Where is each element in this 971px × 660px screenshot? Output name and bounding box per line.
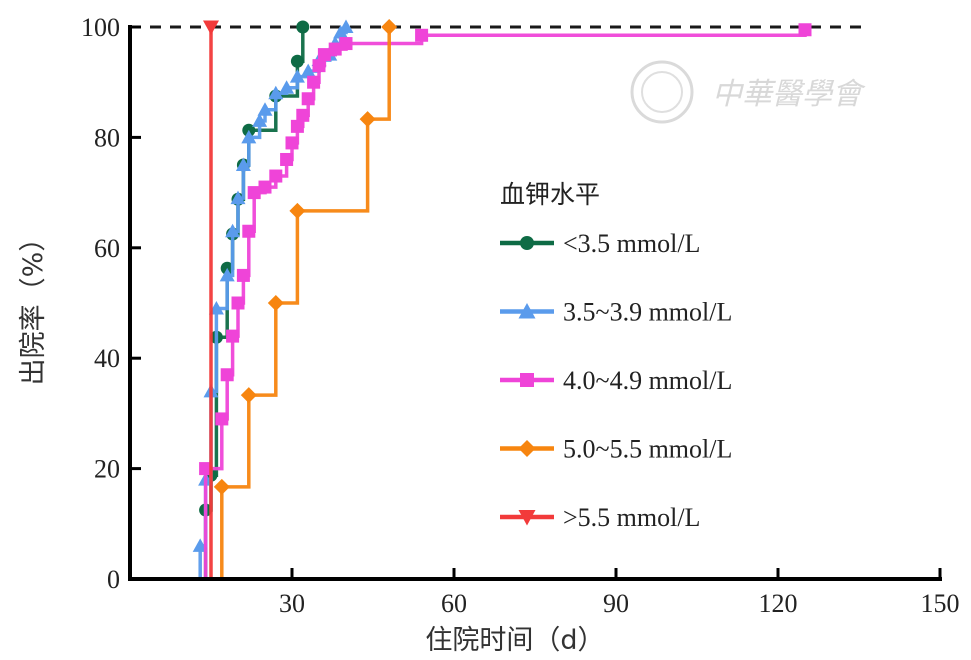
legend-label-0: <3.5 mmol/L: [563, 229, 700, 258]
x-tick-label-3: 120: [759, 589, 798, 618]
data-point-1-10: [257, 102, 273, 116]
x-tick-label-0: 30: [279, 589, 305, 618]
data-point-2-11: [285, 136, 299, 150]
data-point-1-5: [225, 223, 241, 238]
data-point-2-13: [296, 108, 310, 122]
series-0: [130, 20, 310, 581]
legend-marker-2: [520, 373, 534, 387]
legend-item-3: 5.0~5.5 mmol/L: [500, 435, 732, 464]
legend-label-1: 3.5~3.9 mmol/L: [563, 298, 732, 327]
legend-item-2: 4.0~4.9 mmol/L: [500, 366, 732, 395]
legend-label-2: 4.0~4.9 mmol/L: [563, 366, 732, 395]
data-point-2-7: [247, 186, 261, 200]
series-2: [130, 23, 812, 581]
data-point-2-2: [220, 368, 234, 382]
data-point-4-0: [203, 20, 219, 35]
data-point-1-13: [289, 69, 305, 83]
data-point-2-12: [290, 119, 304, 133]
legend-marker-3: [518, 440, 536, 457]
data-point-2-5: [236, 268, 250, 282]
watermark-seal-inner: [641, 71, 683, 113]
data-point-1-11: [268, 85, 284, 100]
data-point-0-10: [296, 20, 310, 34]
data-point-2-19: [339, 37, 353, 51]
data-point-2-4: [231, 296, 245, 310]
data-point-1-4: [219, 267, 235, 282]
data-point-1-7: [235, 157, 251, 171]
data-point-2-8: [258, 180, 272, 194]
data-point-2-20: [415, 28, 429, 42]
legend-marker-0: [520, 236, 534, 250]
data-point-2-3: [226, 329, 240, 343]
data-point-2-1: [215, 412, 229, 426]
data-point-2-9: [269, 169, 283, 183]
series-3: [130, 19, 398, 581]
data-point-2-21: [798, 23, 812, 37]
y-tick-label-1: 20: [94, 455, 120, 484]
y-tick-label-0: 0: [107, 565, 120, 594]
watermark-seal-icon: [630, 60, 694, 124]
data-point-2-17: [317, 48, 331, 62]
y-tick-label-2: 40: [94, 344, 120, 373]
data-point-3-4: [359, 111, 376, 128]
legend-title: 血钾水平: [500, 180, 600, 209]
data-point-3-5: [381, 19, 398, 35]
series-4: [203, 20, 219, 579]
legend-marker-4: [518, 510, 536, 526]
series-layer: [130, 19, 812, 581]
legend-item-1: 3.5~3.9 mmol/L: [500, 298, 732, 327]
legend-label-3: 5.0~5.5 mmol/L: [563, 435, 732, 464]
y-tick-label-4: 80: [94, 123, 120, 152]
data-point-2-18: [328, 42, 342, 56]
axis-layer: 0 20 40 60 80 100 30 60 90 120 150: [81, 13, 960, 618]
data-point-2-14: [301, 92, 315, 106]
x-tick-label-2: 90: [603, 589, 629, 618]
y-axis-title: 出院率（%）: [18, 225, 49, 386]
data-point-2-10: [280, 152, 294, 166]
data-point-1-14: [300, 63, 316, 78]
x-axis-title: 住院时间（d）: [425, 625, 604, 656]
series-line-3: [130, 27, 391, 581]
data-point-1-12: [279, 80, 295, 94]
data-point-3-3: [289, 202, 306, 219]
data-point-0-9: [290, 54, 304, 68]
data-point-2-0: [199, 462, 213, 476]
x-tick-label-4: 150: [921, 589, 960, 618]
data-point-3-1: [240, 387, 257, 404]
x-tick-label-1: 60: [441, 589, 467, 618]
y-tick-label-3: 60: [94, 234, 120, 263]
watermark-text: 中華醫學會: [712, 77, 866, 112]
data-point-3-2: [267, 295, 284, 311]
data-point-1-6: [230, 190, 246, 205]
data-point-1-19: [338, 19, 354, 33]
legend-label-4: >5.5 mmol/L: [563, 503, 700, 532]
data-point-2-15: [307, 75, 321, 89]
legend-item-4: >5.5 mmol/L: [500, 503, 700, 532]
data-point-3-0: [213, 478, 230, 495]
data-point-2-6: [242, 224, 256, 238]
data-point-2-16: [312, 59, 326, 73]
y-tick-label-5: 100: [81, 13, 120, 42]
legend-marker-1: [518, 303, 536, 319]
legend: <3.5 mmol/L 3.5~3.9 mmol/L 4.0~4.9 mmol/L 5…: [500, 229, 732, 532]
data-point-1-9: [252, 113, 268, 127]
watermark: 中華醫學會: [630, 60, 866, 124]
data-point-1-8: [241, 129, 257, 144]
legend-item-0: <3.5 mmol/L: [500, 229, 700, 258]
